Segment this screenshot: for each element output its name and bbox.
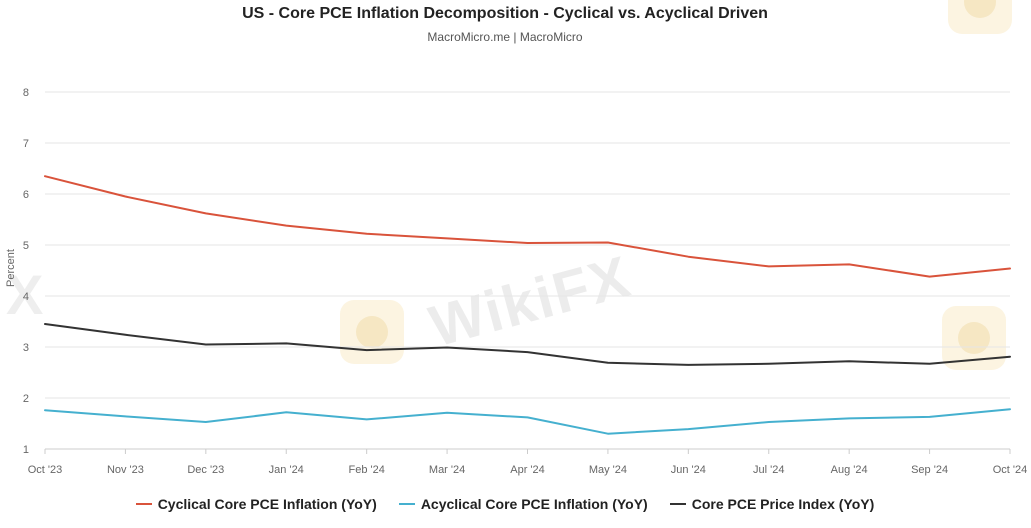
legend-item-2[interactable]: Core PCE Price Index (YoY) (669, 496, 875, 512)
series-line-1 (44, 408, 1011, 435)
x-tick-label: Jun '24 (671, 464, 706, 476)
series-line-2 (44, 323, 1011, 366)
y-tick-label: 1 (23, 444, 29, 456)
legend-item-1[interactable]: Acyclical Core PCE Inflation (YoY) (398, 496, 648, 512)
x-tick-label: Sep '24 (911, 464, 948, 476)
x-tick-label: Oct '24 (993, 464, 1028, 476)
legend-label: Core PCE Price Index (YoY) (691, 496, 875, 512)
legend-swatch (669, 503, 686, 505)
y-tick-label: 5 (23, 240, 29, 252)
chart-subtitle: MacroMicro.me | MacroMicro (427, 30, 583, 44)
y-tick-label: 2 (23, 393, 29, 405)
legend-item-0[interactable]: Cyclical Core PCE Inflation (YoY) (135, 496, 377, 512)
watermark-logo-center (340, 300, 404, 364)
x-tick-label: Oct '23 (28, 464, 63, 476)
watermark-logo-top (948, 0, 1012, 34)
x-tick-label: Aug '24 (831, 464, 868, 476)
legend-swatch (398, 503, 415, 505)
x-tick-label: Apr '24 (510, 464, 545, 476)
legend-label: Acyclical Core PCE Inflation (YoY) (420, 496, 648, 512)
x-tick-label: Mar '24 (429, 464, 465, 476)
legend-label: Cyclical Core PCE Inflation (YoY) (157, 496, 377, 512)
watermark-edge-text: X (6, 263, 44, 326)
x-tick-label: Nov '23 (107, 464, 144, 476)
y-tick-label: 4 (23, 291, 29, 303)
x-tick-label: Jan '24 (269, 464, 304, 476)
y-tick-label: 6 (23, 189, 29, 201)
series-line-0 (44, 175, 1011, 278)
x-tick-label: Feb '24 (348, 464, 384, 476)
line-chart: 1 2 3 4 5 6 7 8 Oct '23 Nov '23 Dec '23 Jan '24 Feb … (23, 87, 1028, 476)
x-tick-label: May '24 (589, 464, 627, 476)
y-tick-label: 8 (23, 87, 29, 99)
y-tick-label: 7 (23, 138, 29, 150)
legend-swatch (135, 503, 152, 505)
x-tick-label: Dec '23 (187, 464, 224, 476)
chart-title: US - Core PCE Inflation Decomposition - … (242, 5, 768, 22)
chart-legend: Cyclical Core PCE Inflation (YoY) Acyclic… (0, 496, 1010, 512)
y-tick-label: 3 (23, 342, 29, 354)
x-tick-label: Jul '24 (753, 464, 784, 476)
